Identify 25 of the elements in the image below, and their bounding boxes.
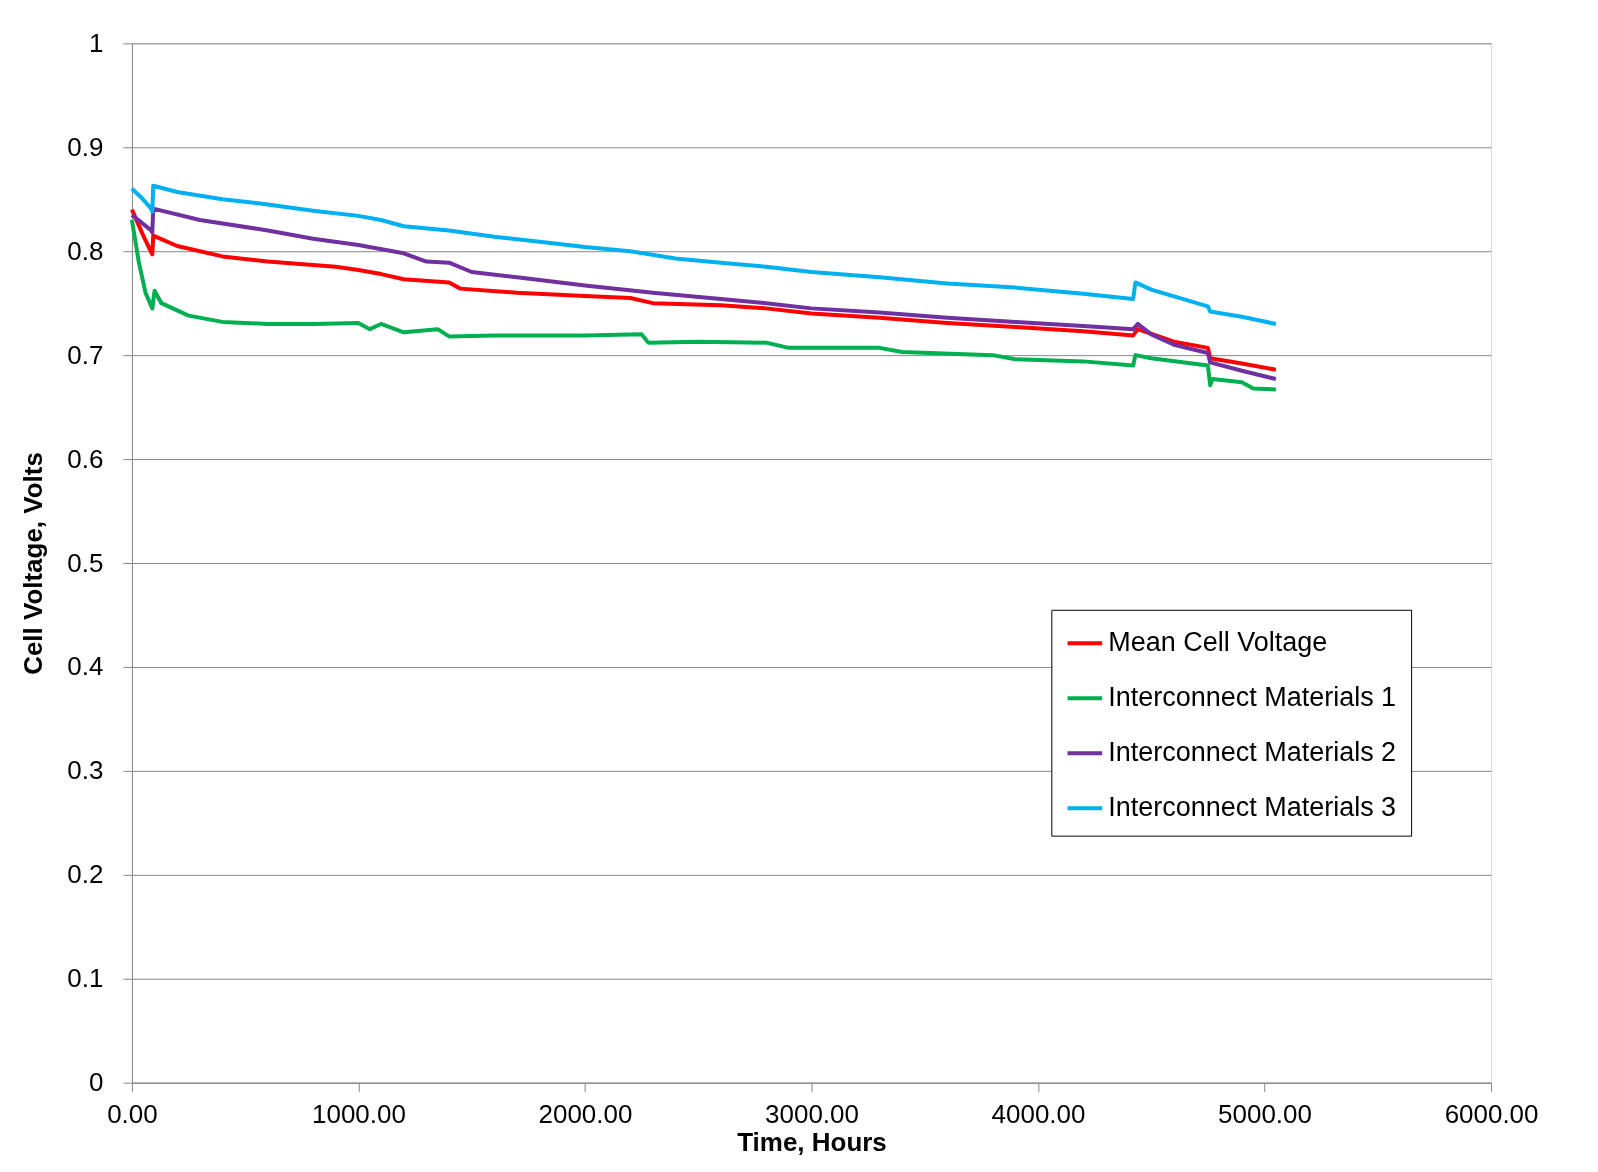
x-tick-label: 3000.00 xyxy=(765,1099,859,1130)
legend-label: Interconnect Materials 2 xyxy=(1108,737,1397,768)
y-tick-label: 0.7 xyxy=(67,339,104,370)
y-tick-label: 1 xyxy=(88,27,104,58)
x-axis-title: Time, Hours xyxy=(737,1127,887,1158)
y-tick-label: 0.5 xyxy=(67,547,104,578)
x-tick-label: 2000.00 xyxy=(538,1099,633,1130)
x-tick-label: 1000.00 xyxy=(312,1099,406,1130)
y-tick-label: 0.9 xyxy=(67,131,104,162)
y-tick-label: 0.1 xyxy=(67,963,104,994)
y-tick-label: 0.3 xyxy=(67,755,104,786)
y-tick-label: 0.2 xyxy=(67,859,104,890)
legend-label: Interconnect Materials 1 xyxy=(1108,682,1397,713)
x-tick-label: 5000.00 xyxy=(1218,1099,1312,1130)
y-tick-label: 0.6 xyxy=(67,443,104,474)
y-tick-label: 0 xyxy=(88,1067,104,1098)
x-tick-label: 6000.00 xyxy=(1444,1099,1539,1130)
y-tick-label: 0.8 xyxy=(67,235,104,266)
line-series xyxy=(129,183,1278,326)
legend-label: Mean Cell Voltage xyxy=(1108,627,1328,658)
x-tick-label: 0.00 xyxy=(107,1099,158,1130)
y-tick-label: 0.4 xyxy=(67,651,104,682)
y-axis-title: Cell Voltage, Volts xyxy=(18,452,49,675)
legend-label: Interconnect Materials 3 xyxy=(1108,792,1397,823)
x-tick-label: 4000.00 xyxy=(991,1099,1086,1130)
